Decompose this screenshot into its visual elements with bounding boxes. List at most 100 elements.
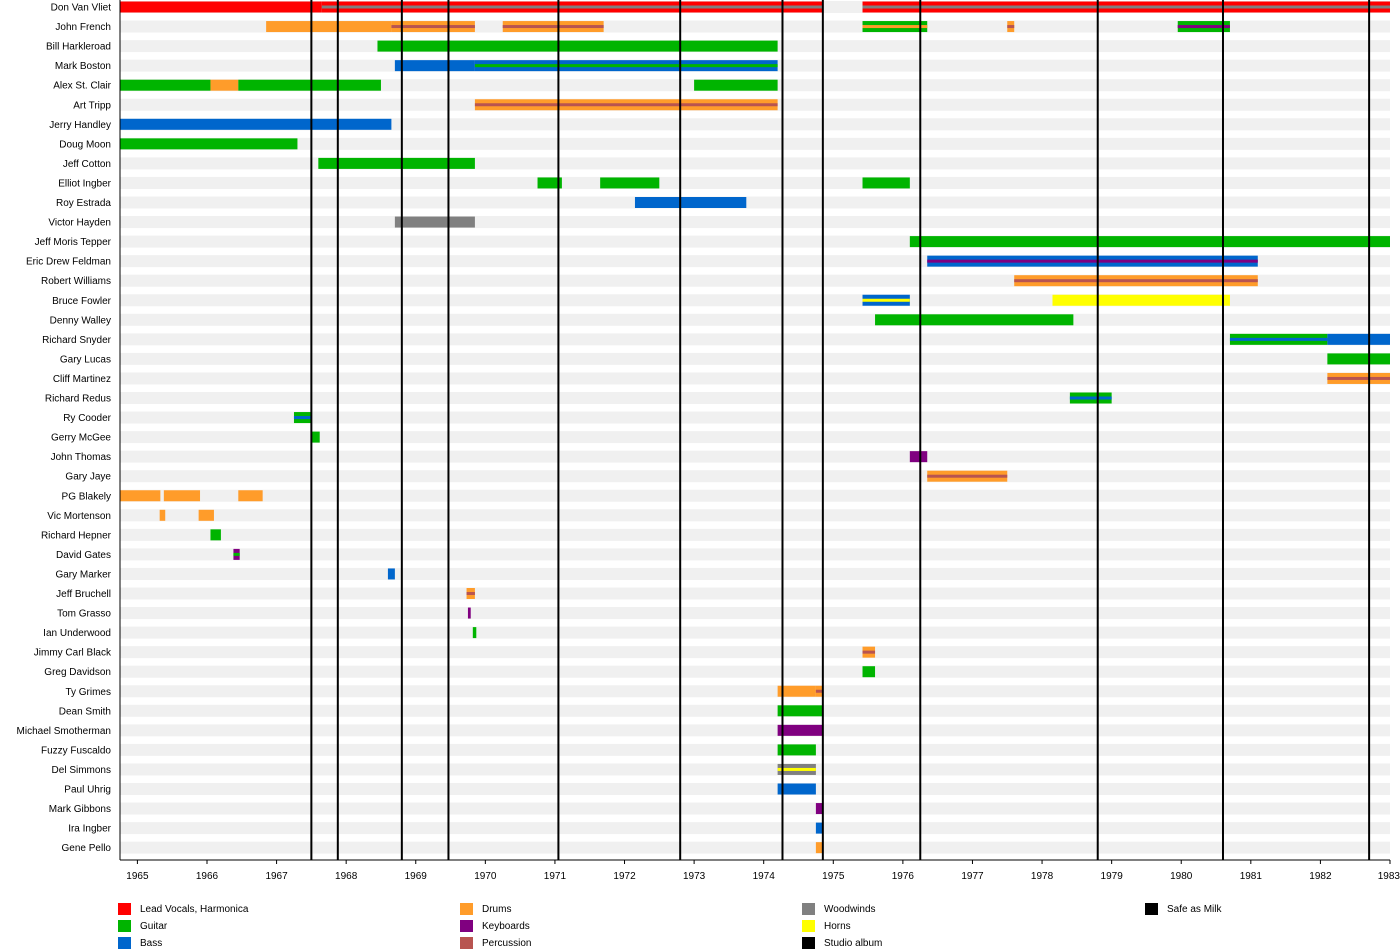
membership-bar: [875, 314, 1074, 326]
row-background: [120, 137, 1390, 150]
legend-item-studio: Studio album: [802, 936, 882, 950]
member-name: Victor Hayden: [48, 218, 111, 229]
row-background: [120, 646, 1390, 659]
membership-bar: [909, 451, 928, 463]
member-name: Fuzzy Fuscaldo: [41, 745, 111, 756]
membership-bar: [862, 177, 910, 189]
membership-bar-stripe: [466, 592, 475, 595]
membership-bar-stripe: [862, 25, 928, 29]
membership-bar: [120, 79, 211, 91]
legend-swatch: [802, 920, 815, 932]
membership-bar: [163, 490, 201, 502]
row-background: [120, 607, 1390, 620]
membership-bar: [159, 509, 166, 521]
x-tick-label: 1974: [753, 871, 776, 882]
row-background: [120, 724, 1390, 737]
membership-bar: [1327, 353, 1390, 365]
row-background: [120, 431, 1390, 444]
row-background: [120, 352, 1390, 365]
membership-bar: [394, 60, 475, 72]
legend-item-bass: Bass: [118, 936, 162, 950]
legend-swatch: [460, 920, 473, 932]
membership-bar: [238, 79, 381, 91]
membership-bar: [815, 842, 823, 854]
legend-swatch: [118, 937, 131, 949]
legend-item-drums: Drums: [460, 902, 511, 916]
row-background: [120, 665, 1390, 678]
row-background: [120, 567, 1390, 580]
member-name: Dean Smith: [59, 706, 111, 717]
row-background: [120, 802, 1390, 815]
legend-swatch: [118, 920, 131, 932]
membership-bar-stripe: [391, 25, 475, 29]
legend-swatch: [460, 903, 473, 915]
legend-item-keyboards: Keyboards: [460, 919, 530, 933]
membership-bar: [694, 79, 778, 91]
membership-bar: [266, 21, 392, 33]
membership-bar-stripe: [502, 25, 604, 29]
legend-item-horns: Horns: [802, 919, 851, 933]
legend-label: Lead Vocals, Harmonica: [140, 903, 249, 915]
membership-bar: [777, 724, 823, 736]
membership-bar: [238, 490, 263, 502]
x-tick-label: 1965: [126, 871, 149, 882]
member-name: Ian Underwood: [43, 628, 111, 639]
legend-label: Woodwinds: [824, 903, 876, 915]
member-name: Robert Williams: [41, 276, 111, 287]
membership-bar: [318, 157, 475, 169]
legend-label: Percussion: [482, 937, 532, 949]
legend-swatch: [460, 937, 473, 949]
band-timeline-chart: Don Van Vliet John French Bill Harkleroad M…: [17, 0, 1400, 882]
membership-bar-stripe: [1327, 376, 1390, 380]
membership-bar-stripe: [927, 259, 1258, 263]
x-tick-label: 1969: [405, 871, 428, 882]
x-tick-label: 1971: [544, 871, 567, 882]
member-name: Richard Hepner: [41, 530, 112, 541]
member-name: Jeff Cotton: [63, 159, 111, 170]
member-name: Bill Harkleroad: [46, 42, 111, 53]
member-name: Jeff Moris Tepper: [35, 237, 112, 248]
membership-bar: [394, 216, 475, 228]
row-background: [120, 411, 1390, 424]
membership-bar-stripe: [1014, 279, 1258, 283]
member-name: Michael Smotherman: [17, 726, 111, 737]
row-background: [120, 489, 1390, 502]
membership-bar-stripe: [862, 5, 1390, 9]
x-tick-label: 1975: [822, 871, 845, 882]
member-name: Mark Gibbons: [49, 804, 111, 815]
member-name: Del Simmons: [52, 765, 111, 776]
row-background: [120, 841, 1390, 854]
x-tick-label: 1980: [1170, 871, 1193, 882]
legend-label: Studio album: [824, 937, 883, 949]
membership-bars: [120, 1, 1390, 854]
membership-bar-stripe: [321, 5, 823, 9]
member-name: PG Blakely: [62, 491, 111, 502]
legend-swatch: [118, 903, 131, 915]
member-name: Gerry McGee: [51, 433, 111, 444]
membership-bar: [862, 666, 876, 678]
legend-swatch: [802, 937, 815, 949]
member-name: Richard Snyder: [42, 335, 112, 346]
membership-bar-stripe: [815, 689, 823, 693]
x-tick-label: 1976: [892, 871, 915, 882]
x-tick-label: 1972: [613, 871, 636, 882]
x-tick-label: 1982: [1309, 871, 1332, 882]
row-background: [120, 509, 1390, 522]
row-background: [120, 196, 1390, 209]
x-tick-label: 1968: [335, 871, 358, 882]
membership-bar-stripe: [862, 298, 910, 302]
x-tick-label: 1966: [196, 871, 219, 882]
membership-bar: [120, 490, 161, 502]
row-background: [120, 704, 1390, 717]
membership-bar: [1327, 333, 1390, 345]
member-name: Doug Moon: [59, 139, 111, 150]
legend: Lead Vocals, Harmonica Guitar Bass Drums Key…: [118, 902, 1398, 950]
row-background: [120, 548, 1390, 561]
membership-bar-stripe: [474, 64, 778, 68]
membership-bar: [210, 79, 239, 91]
legend-label: Safe as Milk: [1167, 903, 1222, 915]
membership-bar: [120, 1, 322, 13]
member-name: Ira Ingber: [68, 824, 111, 835]
membership-bar-stripe: [927, 474, 1008, 478]
membership-bar: [120, 118, 392, 130]
